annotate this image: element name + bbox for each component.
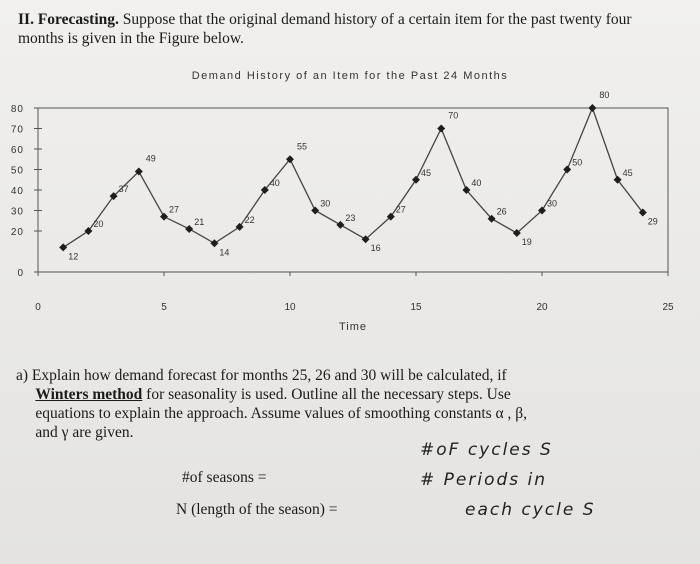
data-point [109,192,118,201]
y-tick-label: 60 [11,145,24,156]
data-point [59,243,68,252]
data-point [386,212,395,221]
data-point [361,235,370,244]
data-point [134,167,143,176]
data-label: 30 [547,199,557,209]
data-label: 12 [68,251,78,261]
data-label: 40 [270,178,280,188]
x-tick-label: 25 [662,302,674,313]
data-label: 21 [194,217,204,227]
data-point [235,222,244,231]
y-tick-label: 40 [11,186,24,197]
data-point [84,227,93,235]
data-label: 14 [219,247,229,257]
y-tick-label: 30 [11,207,24,218]
x-tick-label: 20 [536,302,548,313]
plot-frame [37,107,669,273]
data-point [437,124,446,133]
y-tick-label: 50 [11,166,24,177]
part-a-line3: equations to explain the approach. Assum… [35,405,528,422]
data-point [638,208,647,217]
data-label: 37 [119,184,129,194]
data-point [487,214,496,223]
data-label: 27 [169,205,179,215]
series-line [62,106,644,248]
data-point [336,220,345,229]
question-heading: II. Forecasting. [18,11,119,28]
data-label: 49 [146,154,156,164]
x-tick-label: 0 [35,302,41,313]
x-tick-label: 5 [161,302,167,313]
data-point [588,104,597,112]
data-label: 45 [421,168,431,178]
part-a-line2: for seasonality is used. Outline all the… [146,386,511,403]
x-tick-label: 10 [284,302,296,313]
y-tick-label: 70 [11,125,24,136]
data-point [185,224,194,233]
data-point [210,239,219,248]
part-a-line4: and γ are given. [35,424,134,441]
data-point [538,206,546,215]
data-label: 22 [245,215,255,225]
y-tick-label: 20 [11,227,24,238]
x-tick-label: 15 [410,302,422,313]
data-label: 19 [522,237,532,247]
data-point [563,165,572,174]
data-label: 30 [320,199,330,209]
demand-chart: 0 20 30 40 50 60 70 80 0 5 10 15 20 25 Time 12 20 37 49 27 2… [11,90,674,333]
season-length-blank: N (length of the season) = [176,501,338,518]
question-body: Suppose that the original demand history… [18,11,632,47]
question-text: II. Forecasting. Suppose that the origin… [18,10,678,48]
data-point [260,186,269,194]
y-tick-label: 0 [17,268,24,279]
data-point [412,175,420,184]
handwritten-periods: # Periods in [420,470,548,490]
data-point [160,212,168,221]
data-label: 16 [371,243,381,253]
part-a-prefix: a) Explain how demand forecast for month… [16,367,507,384]
data-point [613,175,622,184]
handwritten-cycles: #oF cycles S [420,440,553,460]
chart-title: Demand History of an Item for the Past 2… [191,70,509,82]
winters-method-label: Winters method [35,386,143,403]
part-a-question: a) Explain how demand forecast for month… [16,366,686,442]
x-axis-label: Time [339,321,367,333]
data-label: 26 [497,207,507,217]
y-tick-label: 80 [11,104,24,115]
data-label: 20 [93,219,103,229]
data-point [462,186,471,194]
data-label: 40 [471,178,481,188]
data-label: 23 [345,213,355,223]
data-label: 80 [599,90,609,100]
data-label: 50 [572,158,582,168]
data-label: 45 [623,168,633,178]
data-point [286,155,294,164]
data-label: 29 [648,217,658,227]
seasons-blank: #of seasons = [182,469,267,486]
data-point [512,229,521,238]
data-label: 55 [297,141,307,151]
data-point [311,206,320,215]
handwritten-each-cycle: each cycle S [465,500,596,520]
data-label: 27 [396,205,406,215]
data-label: 70 [448,111,458,121]
